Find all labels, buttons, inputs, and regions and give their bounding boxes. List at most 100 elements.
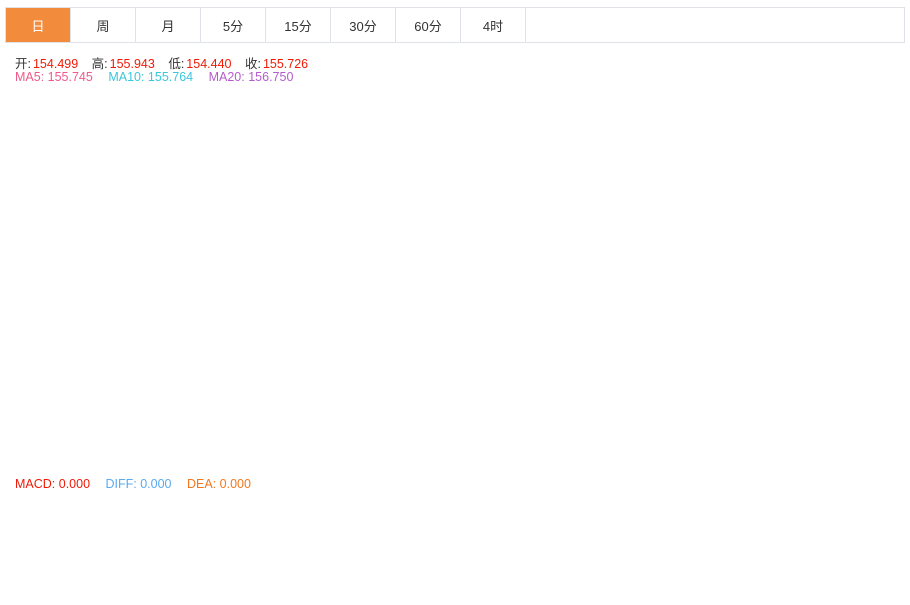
macd-bar (495, 537, 505, 542)
candle-body (699, 185, 709, 229)
candle (195, 217, 205, 273)
candle (279, 294, 289, 394)
candle (159, 207, 169, 254)
candle (471, 130, 481, 252)
macd-bar (243, 506, 253, 538)
macd-bar (651, 525, 661, 538)
tab-2[interactable]: 月 (136, 8, 201, 42)
price-tick-label: 155.235 (843, 214, 887, 228)
ma10-value: MA10: 155.764 (108, 70, 194, 84)
ma5-line (7, 123, 789, 415)
candle (111, 241, 121, 314)
macd-bar (627, 522, 637, 538)
candle (723, 185, 733, 239)
macd-bar (291, 537, 301, 549)
ma5-value: MA5: 155.745 (15, 70, 93, 84)
candle-body (627, 111, 637, 119)
candle-body (579, 142, 589, 149)
candle (243, 229, 253, 269)
macd-tick-label: 1.229 (843, 495, 873, 509)
candle (123, 288, 133, 333)
tab-1[interactable]: 周 (71, 8, 136, 42)
last-price-tag (838, 195, 910, 212)
candle (759, 173, 769, 236)
candle (699, 180, 709, 231)
candle-body (687, 180, 697, 227)
tab-5[interactable]: 30分 (331, 8, 396, 42)
candle-body (495, 153, 505, 181)
high-label: 高: (91, 57, 108, 71)
candle (99, 242, 109, 363)
candle-body (267, 260, 277, 301)
macd-bar (735, 533, 745, 538)
macd-legend: MACD: 0.000 DIFF: 0.000 DEA: 0.000 (15, 477, 253, 491)
candle (735, 170, 745, 218)
price-tick-label: 152.731 (843, 305, 887, 319)
candle-body (783, 203, 793, 248)
candle (399, 308, 409, 375)
macd-bar (723, 535, 733, 538)
candle (87, 318, 97, 363)
candle-body (759, 193, 769, 198)
candle-body (603, 120, 613, 142)
macd-bar (759, 537, 769, 539)
price-tick-label: 151.062 (843, 365, 887, 379)
candle-body (39, 287, 49, 292)
price-tick-label: 157.738 (843, 124, 887, 138)
macd-tick-label: -0.838 (843, 555, 877, 569)
price-tick-label: 148.559 (843, 455, 887, 469)
candle-body (87, 334, 97, 354)
ma-legend: MA5: 155.745 MA10: 155.764 MA20: 156.750 (15, 70, 295, 84)
macd-bar (159, 506, 169, 538)
macd-bar (195, 502, 205, 538)
macd-bar (255, 516, 265, 538)
candle (351, 381, 361, 424)
macd-bar (315, 537, 325, 565)
tab-3[interactable]: 5分 (201, 8, 266, 42)
candle-body (27, 288, 37, 296)
candle (675, 119, 685, 198)
candle-body (771, 204, 781, 249)
macd-bar (267, 528, 277, 538)
candle (339, 366, 349, 428)
candle (615, 102, 625, 127)
macd-bar (207, 499, 217, 538)
macd-value: MACD: 0.000 (15, 477, 91, 491)
candle-body (555, 146, 565, 168)
macd-bar (339, 537, 349, 570)
candle-body (135, 277, 145, 313)
macd-bar (63, 537, 73, 546)
candle (231, 216, 241, 270)
candle-body (3, 327, 13, 346)
macd-bar (507, 537, 517, 540)
tab-7[interactable]: 4时 (461, 8, 526, 42)
macd-bar (483, 537, 493, 546)
candle (207, 238, 217, 293)
tab-4[interactable]: 15分 (266, 8, 331, 42)
candle (219, 198, 229, 248)
price-tick-label: 156.904 (843, 154, 887, 168)
macd-bar (423, 537, 433, 567)
tab-6[interactable]: 60分 (396, 8, 461, 42)
macd-bar (771, 537, 781, 542)
candle-body (183, 186, 193, 252)
candle-body (459, 237, 469, 289)
macd-bar (171, 503, 181, 538)
ma20-value: MA20: 156.750 (208, 70, 294, 84)
candle (579, 137, 589, 164)
candle-body (747, 176, 757, 194)
candle (483, 124, 493, 196)
candle-body (675, 126, 685, 180)
candle-body (99, 243, 109, 354)
candle (291, 340, 301, 378)
candle (651, 123, 661, 163)
candle (687, 176, 697, 227)
macd-bar (591, 526, 601, 538)
macd-tick-label: 0.195 (843, 525, 873, 539)
candle (567, 127, 577, 180)
tab-0[interactable]: 日 (6, 8, 71, 42)
candle (627, 108, 637, 138)
candle (135, 268, 145, 316)
candle-body (735, 176, 745, 214)
